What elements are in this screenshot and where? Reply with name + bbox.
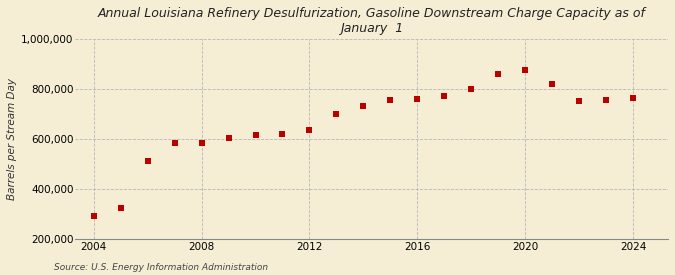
Y-axis label: Barrels per Stream Day: Barrels per Stream Day [7,78,17,200]
Point [196,140,207,145]
Point [439,94,450,98]
Point [628,95,639,100]
Point [385,98,396,102]
Point [358,104,369,109]
Point [250,133,261,137]
Point [169,140,180,145]
Point [547,82,558,86]
Point [277,132,288,136]
Point [493,72,504,76]
Point [88,214,99,219]
Point [601,98,612,102]
Point [331,112,342,116]
Point [223,135,234,140]
Point [142,159,153,164]
Point [412,97,423,101]
Title: Annual Louisiana Refinery Desulfurization, Gasoline Downstream Charge Capacity a: Annual Louisiana Refinery Desulfurizatio… [97,7,645,35]
Point [520,68,531,72]
Text: Source: U.S. Energy Information Administration: Source: U.S. Energy Information Administ… [54,263,268,272]
Point [304,128,315,132]
Point [574,99,585,104]
Point [466,87,477,91]
Point [115,205,126,210]
